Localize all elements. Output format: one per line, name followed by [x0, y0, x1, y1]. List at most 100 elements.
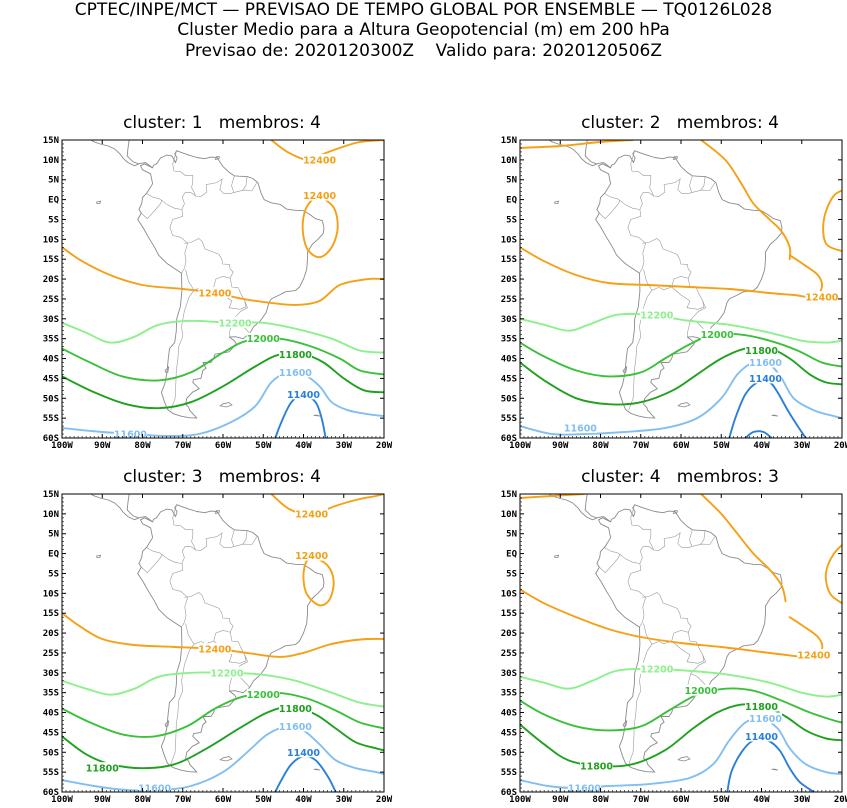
- lat-label: 5S: [506, 570, 517, 580]
- lat-label: EQ: [506, 196, 517, 206]
- lon-label: 80W: [592, 441, 609, 451]
- contour-label-layer: 12400 12400 12400 12200 12000 11800 11600 11400…: [86, 507, 329, 795]
- axis-layer: 15N 10N 5N EQ 5S 10S 15S 20S 25S 30S 35S 40S 45S 50S 5…: [43, 490, 393, 805]
- country-border: [628, 623, 653, 765]
- lon-label: 40W: [295, 795, 312, 805]
- contour-12000-line: [62, 337, 384, 382]
- contour-label-background: [113, 428, 147, 439]
- country-border: [141, 553, 182, 574]
- lat-label: 55S: [43, 768, 59, 778]
- central-america-caribbean-coastline: [584, 494, 597, 519]
- island-coastline: [677, 756, 691, 762]
- lat-label: 5N: [48, 176, 59, 186]
- lat-label: 45S: [43, 728, 59, 738]
- contour-label: 11800: [745, 702, 778, 713]
- contour-label-background: [640, 662, 674, 674]
- lat-label: 15S: [43, 609, 59, 619]
- contour-label-background: [749, 356, 782, 368]
- country-border: [687, 319, 691, 338]
- contour-label: 12200: [210, 668, 243, 679]
- contour-label: 11600: [749, 358, 782, 369]
- lat-label: EQ: [506, 550, 517, 560]
- contour-label-background: [684, 684, 718, 696]
- country-border: [671, 278, 705, 310]
- country-border: [642, 238, 692, 291]
- island-coastline: [164, 719, 170, 727]
- header-line-2: Cluster Medio para a Altura Geopotencial…: [177, 20, 670, 40]
- contour-12200-line: [520, 312, 842, 344]
- contour-12200-line: [520, 667, 842, 698]
- country-border: [604, 193, 620, 201]
- lon-label: 90W: [552, 795, 569, 805]
- contour-12400-line: [700, 140, 792, 261]
- country-border: [642, 592, 692, 645]
- island-coastline: [771, 414, 779, 417]
- contour-label-background: [138, 782, 172, 793]
- lon-label: 70W: [175, 441, 192, 451]
- country-border: [242, 176, 248, 191]
- island-coastline: [313, 414, 321, 417]
- lat-label: 5N: [506, 530, 517, 540]
- contour-12000-line: [520, 687, 842, 732]
- contour-label: 11400: [287, 748, 320, 759]
- country-border: [242, 530, 248, 545]
- lat-label: 55S: [501, 414, 517, 424]
- contour-label: 11400: [287, 390, 320, 401]
- contour-label: 12000: [701, 330, 734, 341]
- contour-11600-line: [520, 717, 842, 789]
- country-border: [689, 529, 693, 547]
- lon-label: 100W: [51, 795, 73, 805]
- lat-label: 10S: [501, 589, 517, 599]
- lon-label: 30W: [336, 795, 353, 805]
- contour-label-background: [295, 549, 329, 561]
- lon-label: 60W: [673, 795, 690, 805]
- contour-label: 12400: [295, 551, 328, 562]
- lat-label: 60S: [501, 434, 517, 444]
- lat-label: 5S: [506, 216, 517, 226]
- lat-label: 25S: [43, 295, 59, 305]
- contour-label-background: [295, 507, 329, 519]
- lon-label: 100W: [509, 441, 531, 451]
- lat-label: 30S: [43, 669, 59, 679]
- contour-12400-line: [520, 588, 824, 659]
- island-coastline: [672, 156, 678, 161]
- lon-label: 20W: [376, 441, 393, 451]
- contour-label-background: [278, 348, 312, 360]
- lat-label: 5N: [506, 176, 517, 186]
- island-coastline: [622, 719, 628, 727]
- lat-label: EQ: [48, 196, 59, 206]
- country-border: [690, 654, 709, 688]
- island-coastline: [96, 554, 102, 558]
- contour-label: 11600: [138, 784, 171, 795]
- contour-11800-line: [520, 703, 842, 768]
- lon-label: 80W: [134, 795, 151, 805]
- central-america-coastline: [90, 494, 153, 523]
- lat-label: 5S: [48, 570, 59, 580]
- lon-label: 70W: [633, 441, 650, 451]
- lat-label: 25S: [501, 295, 517, 305]
- contour-label-background: [567, 782, 601, 793]
- contour-label: 12400: [303, 191, 336, 202]
- contour-label-layer: 12400 12400 12400 12200 12000 11800 11600 11400…: [113, 153, 337, 441]
- island-coastline: [554, 200, 560, 204]
- contour-label: 11600: [114, 430, 147, 441]
- contour-12400-line: [520, 494, 586, 499]
- contour-label: 11800: [86, 764, 119, 775]
- contour-label-background: [563, 422, 597, 434]
- contour-11400-line: [726, 738, 815, 792]
- lat-label: 15S: [501, 609, 517, 619]
- contour-12000-line: [520, 332, 842, 378]
- contour-label: 12400: [797, 650, 830, 661]
- lat-label: 30S: [43, 315, 59, 325]
- contour-label-background: [278, 366, 312, 378]
- island-coastline: [622, 365, 628, 373]
- island-coastline: [313, 768, 321, 771]
- island-coastline: [214, 510, 220, 515]
- contour-12400-line: [62, 612, 384, 658]
- island-coastline: [219, 402, 233, 408]
- lat-label: 35S: [501, 689, 517, 699]
- lat-label: 15S: [43, 255, 59, 265]
- lat-label: 5N: [48, 530, 59, 540]
- country-border: [170, 623, 195, 765]
